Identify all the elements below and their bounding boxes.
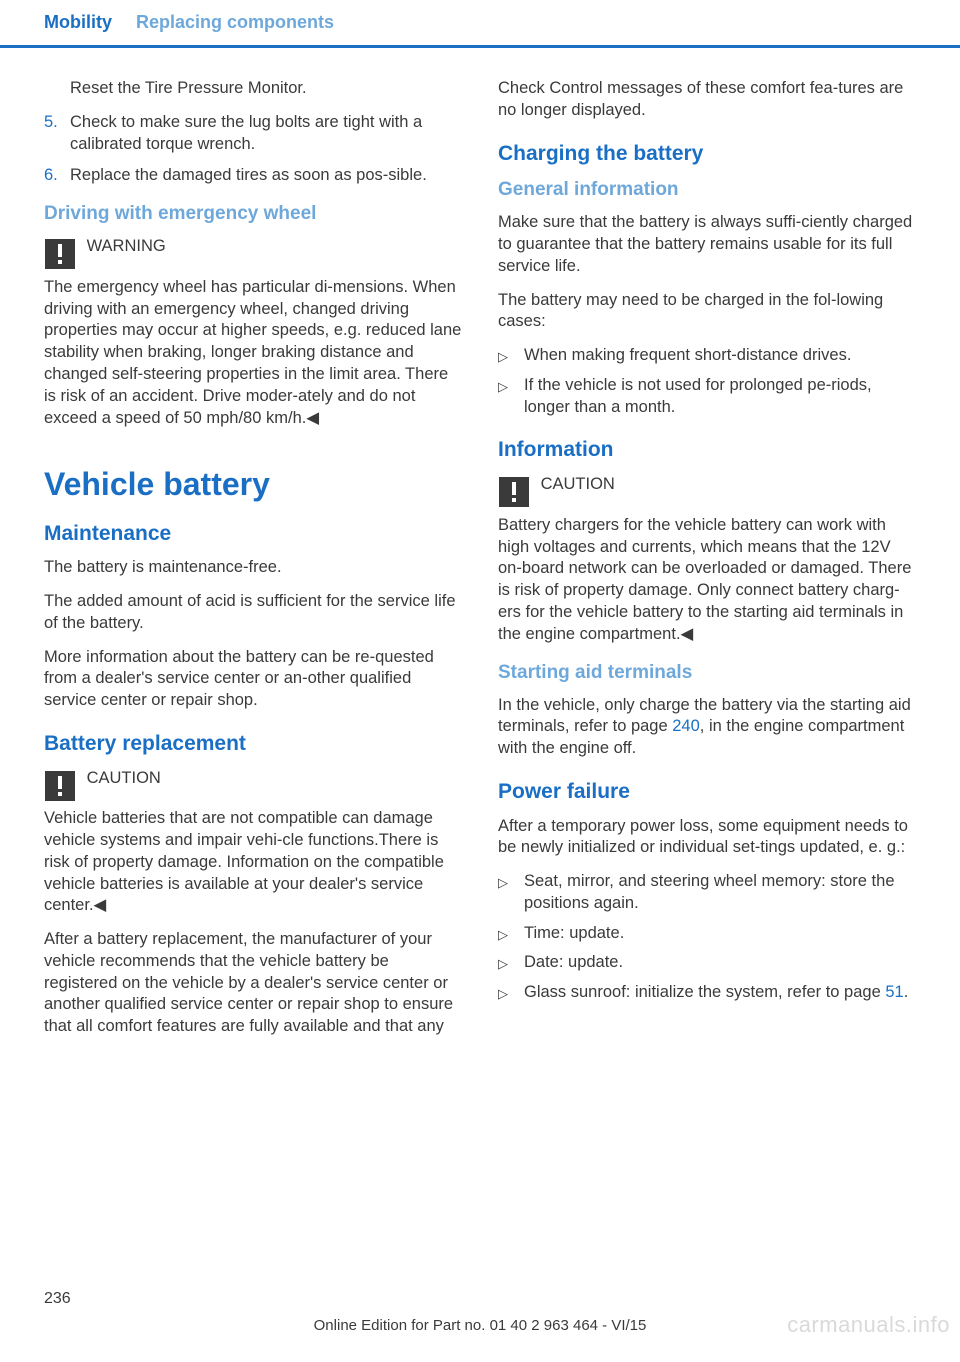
body-text: The added amount of acid is sufficient f… — [44, 591, 464, 635]
page-link-51[interactable]: 51 — [885, 983, 903, 1001]
list-text: Glass sunroof: initialize the system, re… — [524, 982, 908, 1004]
body-text: Reset the Tire Pressure Monitor. — [70, 78, 464, 100]
caution-body: Vehicle batteries that are not compatibl… — [44, 809, 444, 914]
list-text: Check to make sure the lug bolts are tig… — [70, 112, 464, 156]
page-number: 236 — [44, 1290, 71, 1308]
left-column: Reset the Tire Pressure Monitor. 5. Chec… — [44, 78, 464, 1050]
bullet-list: ▷Seat, mirror, and steering wheel memory… — [498, 871, 918, 1004]
bullet-list: ▷When making frequent short-distance dri… — [498, 345, 918, 418]
warning-label: WARNING — [87, 237, 166, 255]
list-item: ▷Seat, mirror, and steering wheel memory… — [498, 871, 918, 915]
list-text: When making frequent short-distance driv… — [524, 345, 851, 367]
caution-block: CAUTION Battery chargers for the vehicle… — [498, 474, 918, 645]
heading-information: Information — [498, 436, 918, 464]
list-item: ▷Date: update. — [498, 952, 918, 974]
list-text: Seat, mirror, and steering wheel memory:… — [524, 871, 918, 915]
body-text: More information about the battery can b… — [44, 647, 464, 712]
bullet-icon: ▷ — [498, 375, 524, 419]
watermark: carmanuals.info — [787, 1312, 950, 1338]
header-section: Mobility — [44, 12, 112, 33]
list-text: Replace the damaged tires as soon as pos… — [70, 165, 427, 187]
caution-label: CAUTION — [87, 769, 161, 787]
body-text: After a temporary power loss, some equip… — [498, 816, 918, 860]
list-number: 5. — [44, 112, 70, 156]
page-link-240[interactable]: 240 — [672, 717, 700, 735]
list-item: ▷ Glass sunroof: initialize the system, … — [498, 982, 918, 1004]
bullet-icon: ▷ — [498, 982, 524, 1004]
body-text: The battery may need to be charged in th… — [498, 290, 918, 334]
header-subsection: Replacing components — [136, 12, 334, 33]
page-header: Mobility Replacing components — [0, 0, 960, 48]
list-text: Date: update. — [524, 952, 623, 974]
list-text: If the vehicle is not used for prolonged… — [524, 375, 918, 419]
heading-charging-battery: Charging the battery — [498, 140, 918, 168]
heading-maintenance: Maintenance — [44, 520, 464, 548]
body-text: In the vehicle, only charge the battery … — [498, 695, 918, 760]
heading-battery-replacement: Battery replacement — [44, 730, 464, 758]
caution-label: CAUTION — [541, 475, 615, 493]
list-item: ▷When making frequent short-distance dri… — [498, 345, 918, 367]
warning-block: WARNING The emergency wheel has particul… — [44, 236, 464, 429]
bullet-icon: ▷ — [498, 345, 524, 367]
caution-body: Battery chargers for the vehicle battery… — [498, 516, 911, 643]
content-columns: Reset the Tire Pressure Monitor. 5. Chec… — [0, 48, 960, 1050]
list-item: 5. Check to make sure the lug bolts are … — [44, 112, 464, 156]
warning-body: The emergency wheel has particular di‐me… — [44, 278, 461, 427]
bullet-icon: ▷ — [498, 952, 524, 974]
list-item: ▷Time: update. — [498, 923, 918, 945]
heading-starting-aid: Starting aid terminals — [498, 660, 918, 685]
heading-power-failure: Power failure — [498, 778, 918, 806]
body-text: Check Control messages of these comfort … — [498, 78, 918, 122]
text-fragment: . — [904, 983, 909, 1001]
bullet-icon: ▷ — [498, 923, 524, 945]
heading-vehicle-battery: Vehicle battery — [44, 463, 464, 505]
text-fragment: Glass sunroof: initialize the system, re… — [524, 983, 885, 1001]
list-item: 6. Replace the damaged tires as soon as … — [44, 165, 464, 187]
body-text: Make sure that the battery is always suf… — [498, 212, 918, 277]
caution-icon — [498, 476, 530, 515]
right-column: Check Control messages of these comfort … — [498, 78, 918, 1050]
caution-block: CAUTION Vehicle batteries that are not c… — [44, 768, 464, 918]
warning-icon — [44, 238, 76, 277]
body-text: After a battery replacement, the manufac… — [44, 929, 464, 1038]
body-text: The battery is maintenance-free. — [44, 557, 464, 579]
list-item: ▷If the vehicle is not used for prolonge… — [498, 375, 918, 419]
bullet-icon: ▷ — [498, 871, 524, 915]
heading-general-info: General information — [498, 177, 918, 202]
caution-icon — [44, 770, 76, 809]
list-number: 6. — [44, 165, 70, 187]
list-text: Time: update. — [524, 923, 624, 945]
heading-driving-emergency: Driving with emergency wheel — [44, 201, 464, 226]
numbered-list: 5. Check to make sure the lug bolts are … — [44, 112, 464, 187]
